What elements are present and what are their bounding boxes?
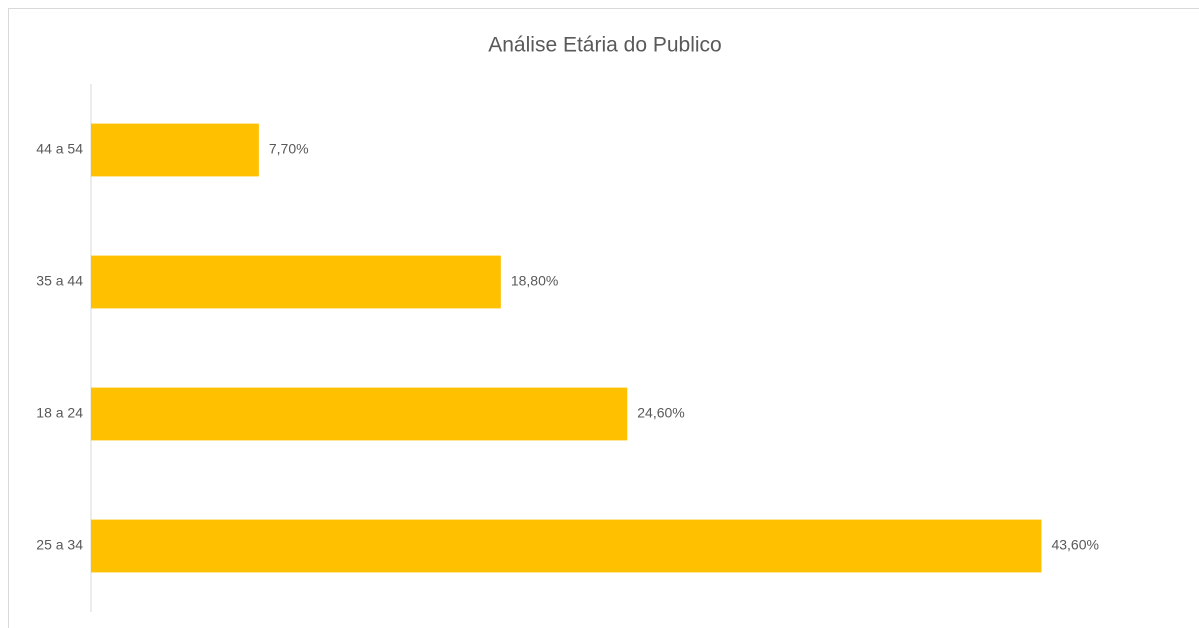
- y-tick-label: 25 a 34: [36, 537, 83, 553]
- data-label: 24,60%: [637, 405, 684, 421]
- y-tick-label: 35 a 44: [36, 273, 83, 289]
- data-label: 18,80%: [511, 273, 558, 289]
- bar: [91, 255, 501, 309]
- data-label: 43,60%: [1051, 537, 1098, 553]
- chart-title: Análise Etária do Publico: [488, 34, 721, 57]
- bar: [91, 519, 1042, 573]
- bar: [91, 123, 259, 177]
- bar: [91, 387, 628, 441]
- y-tick-label: 18 a 24: [36, 405, 83, 421]
- y-tick-label: 44 a 54: [36, 141, 83, 157]
- data-label: 7,70%: [269, 141, 309, 157]
